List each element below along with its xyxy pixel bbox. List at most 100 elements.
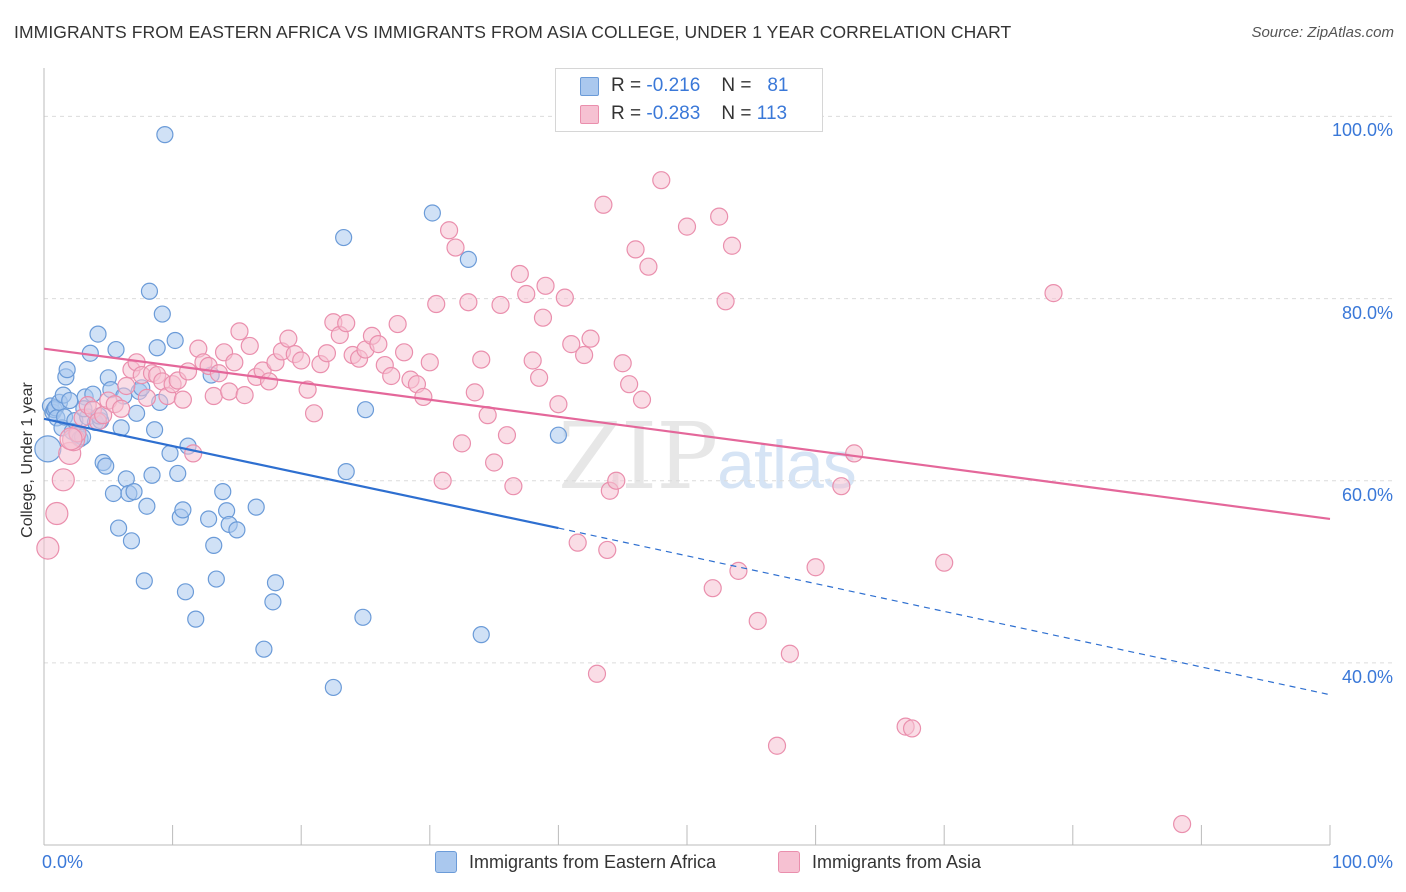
legend-r-value: -0.216: [646, 75, 701, 96]
data-point-asia: [184, 444, 203, 463]
data-point-asia: [806, 558, 825, 577]
data-point-asia: [59, 427, 83, 451]
data-point-asia: [832, 477, 851, 496]
data-point-asia: [626, 240, 645, 259]
data-point-asia: [112, 399, 131, 418]
data-point-asia: [594, 195, 613, 214]
data-point-asia: [465, 383, 484, 402]
trend-line-asia: [43, 347, 1331, 521]
legend-r-label: R =: [611, 75, 642, 96]
data-point-asia: [549, 395, 568, 414]
data-point-asia: [204, 386, 223, 406]
data-point-asia: [317, 344, 337, 363]
data-point-asia: [220, 382, 239, 401]
legend-n-label: N =: [721, 103, 752, 124]
chart-title: IMMIGRANTS FROM EASTERN AFRICA VS IMMIGR…: [14, 22, 1012, 42]
bottom-legend-label: Immigrants from Asia: [812, 851, 982, 872]
data-point-asia: [292, 351, 311, 370]
y-tick-label: 60.0%: [1341, 484, 1393, 505]
data-point-asia: [452, 434, 472, 453]
data-point-asia: [767, 736, 787, 755]
source-label: Source: ZipAtlas.com: [1251, 24, 1394, 41]
data-point-eastern-africa: [356, 401, 375, 419]
data-point-asia: [337, 314, 356, 333]
data-point-eastern-africa: [109, 519, 128, 537]
legend-r-label: R =: [611, 103, 642, 124]
data-point-asia: [530, 368, 549, 387]
data-point-asia: [36, 536, 60, 560]
x-tick-label-min: 0.0%: [42, 852, 84, 872]
watermark: ZIPatlas: [558, 403, 857, 510]
data-point-asia: [394, 343, 414, 362]
data-point-eastern-africa: [174, 501, 192, 519]
data-point-eastern-africa: [104, 484, 123, 503]
bottom-legend-swatch-pink: [778, 851, 800, 873]
data-point-asia: [639, 257, 658, 276]
data-point-eastern-africa: [200, 510, 218, 528]
data-point-asia: [598, 540, 617, 560]
stats-legend: R = -0.216 N = 81 R = -0.283 N = 113: [555, 68, 823, 132]
data-point-asia: [587, 664, 607, 683]
data-point-eastern-africa: [140, 282, 159, 300]
data-point-eastern-africa: [169, 464, 187, 483]
data-point-asia: [677, 217, 697, 236]
axes: [43, 68, 1331, 846]
legend-n-value: 113: [756, 103, 788, 124]
data-point-eastern-africa: [135, 572, 153, 590]
data-point-asia: [716, 292, 735, 311]
data-point-eastern-africa: [145, 421, 164, 439]
legend-row-asia: R = -0.283 N = 113: [580, 101, 787, 127]
data-point-asia: [722, 236, 742, 255]
trend-line-eastern-africa-extension: [558, 527, 1331, 696]
data-point-eastern-africa: [207, 570, 225, 588]
data-point-asia: [710, 207, 729, 226]
data-point-eastern-africa: [138, 497, 156, 515]
bottom-legend-asia: Immigrants from Asia: [778, 851, 981, 873]
data-point-asia: [439, 221, 459, 240]
data-point-eastern-africa: [89, 325, 107, 343]
data-point-asia: [523, 351, 542, 370]
data-point-eastern-africa: [459, 250, 477, 269]
data-point-eastern-africa: [166, 331, 184, 350]
data-point-asia: [369, 335, 388, 354]
data-point-asia: [517, 284, 536, 304]
legend-swatch-blue: [580, 76, 599, 96]
y-tick-label: 40.0%: [1341, 666, 1393, 687]
data-point-eastern-africa: [354, 608, 372, 626]
data-point-asia: [555, 288, 574, 307]
legend-swatch-pink: [580, 104, 599, 124]
data-point-asia: [304, 404, 324, 423]
y-tick-label: 80.0%: [1341, 302, 1393, 323]
data-point-eastern-africa: [187, 610, 205, 628]
data-point-asia: [459, 293, 478, 312]
data-point-asia: [748, 611, 767, 631]
data-point-asia: [1044, 284, 1063, 303]
data-point-eastern-africa: [34, 435, 62, 463]
data-point-eastern-africa: [58, 361, 76, 379]
data-point-eastern-africa: [549, 426, 568, 444]
data-point-asia: [620, 375, 639, 394]
data-point-asia: [613, 354, 632, 373]
data-point-asia: [729, 561, 748, 580]
legend-n-label: N =: [721, 75, 752, 96]
data-point-asia: [497, 426, 517, 445]
data-point-asia: [420, 353, 439, 372]
data-point-asia: [533, 308, 553, 327]
data-point-eastern-africa: [266, 574, 285, 592]
data-point-asia: [845, 444, 864, 463]
trend-line-eastern-africa: [43, 417, 559, 530]
data-point-asia: [446, 238, 465, 257]
data-point-asia: [298, 380, 317, 399]
data-point-eastern-africa: [324, 678, 342, 697]
data-point-asia: [178, 362, 198, 381]
data-point-asia: [485, 453, 504, 472]
data-point-asia: [240, 336, 259, 356]
data-point-asia: [45, 501, 69, 526]
data-point-eastern-africa: [107, 340, 125, 359]
data-point-asia: [427, 294, 446, 314]
data-point-asia: [472, 350, 491, 369]
data-point-asia: [581, 329, 600, 348]
data-point-asia: [780, 644, 799, 663]
data-point-eastern-africa: [125, 483, 143, 501]
data-point-eastern-africa: [127, 404, 146, 422]
